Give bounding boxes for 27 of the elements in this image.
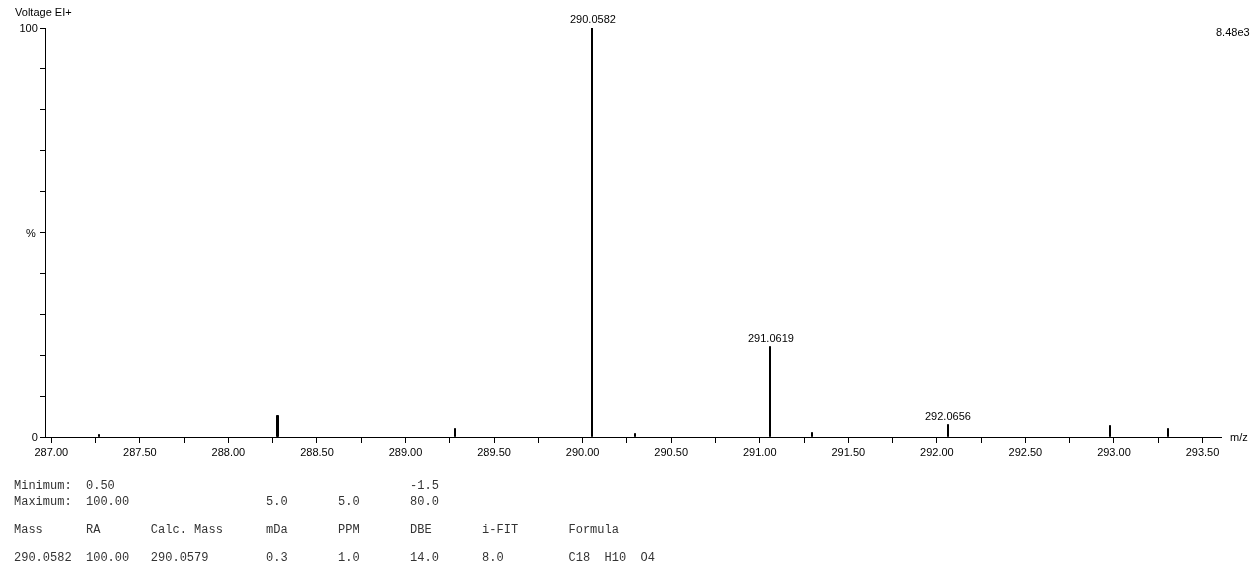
x-tick-label: 287.50 [123, 446, 157, 459]
text: 290.0582 100.00 290.0579 0.3 1.0 14.0 8.0 C18 H10 O4 [14, 551, 655, 565]
x-tick-label: 293.50 [1185, 446, 1220, 459]
x-tick-label: 288.50 [300, 446, 334, 459]
text: Maximum: 100.00 5.0 5.0 80.0 [14, 495, 439, 509]
y-axis-title: % [26, 227, 36, 239]
x-tick-label: 292.50 [1008, 446, 1043, 459]
annotation: 292.0656 [925, 410, 971, 422]
annotation: 291.0619 [748, 332, 794, 344]
y-tick-label: 0 [31, 430, 38, 443]
x-tick-label: 292.00 [920, 446, 954, 459]
x-tick-label: 289.50 [477, 446, 511, 459]
x-tick-label: 289.00 [388, 446, 423, 459]
x-tick-label: 290.00 [565, 446, 600, 459]
x-tick-label: 288.00 [211, 446, 246, 459]
chart-title: Voltage EI+ [15, 6, 72, 19]
x-tick-label: 291.00 [742, 446, 777, 459]
x-tick-label: 291.50 [831, 446, 866, 459]
text: Mass RA Calc. Mass mDa PPM DBE i-FIT Formula [14, 523, 619, 537]
x-axis-title: m/z [1230, 431, 1248, 443]
x-tick-label: 287.00 [34, 446, 69, 459]
annotation: 290.0582 [570, 13, 616, 25]
text: Minimum: 0.50 -1.5 [14, 479, 439, 493]
x-tick-label: 293.00 [1097, 446, 1131, 459]
annotation: 8.48e3 [1216, 26, 1250, 38]
y-tick-label: 100 [19, 21, 38, 34]
x-tick-label: 290.50 [654, 446, 689, 459]
